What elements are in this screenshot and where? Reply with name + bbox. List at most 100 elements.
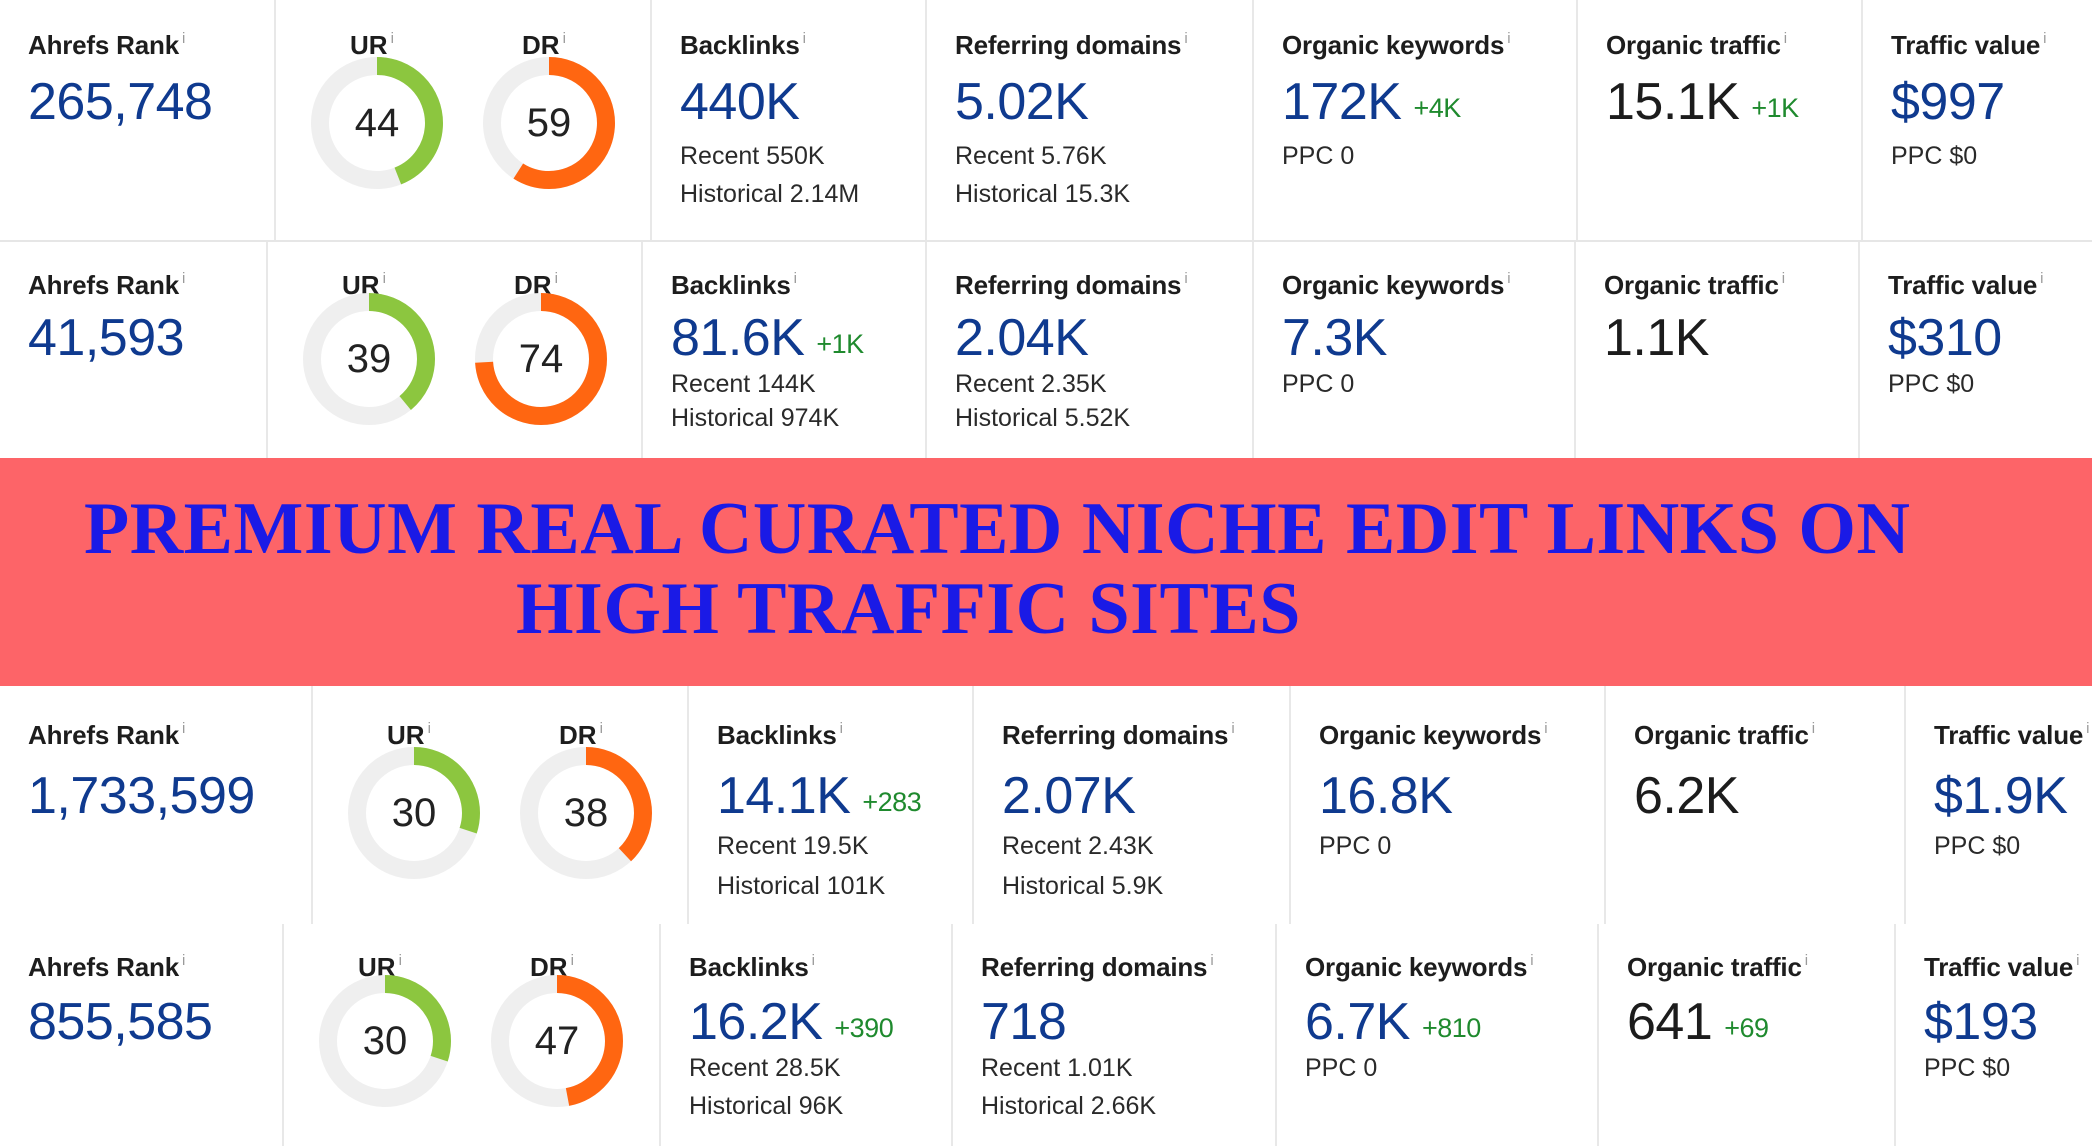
ahrefs-rank-cell — [0, 924, 284, 1146]
info-icon[interactable]: i — [398, 952, 402, 969]
promo-banner: PREMIUM REAL CURATED NICHE EDIT LINKS ON… — [0, 458, 2092, 686]
info-icon[interactable]: i — [1210, 952, 1214, 969]
backlinks: 440K — [680, 76, 800, 128]
dr-gauge-ring — [491, 975, 623, 1107]
referring-domains-recent: Recent 2.43K — [1002, 832, 1154, 860]
backlinks-cell — [689, 686, 974, 924]
dr-gauge-ring — [520, 747, 652, 879]
ur-label: UR i — [387, 720, 431, 751]
ahrefs-rank: 855,585 — [28, 996, 213, 1048]
ahrefs-rank-value: 265,748 — [28, 73, 213, 131]
referring-domains-label: Referring domains i — [981, 952, 1214, 983]
ur-gauge-ring — [319, 975, 451, 1107]
info-icon[interactable]: i — [181, 270, 186, 287]
backlinks-cell — [661, 924, 953, 1146]
dr-gauge-ring — [483, 57, 615, 189]
ahrefs-rank-label: Ahrefs Rank i — [28, 720, 185, 751]
organic-traffic-cell — [1599, 924, 1896, 1146]
referring-domains-label: Referring domains i — [1002, 720, 1235, 751]
info-icon[interactable]: i — [811, 952, 815, 969]
info-icon[interactable]: i — [2043, 30, 2047, 47]
ur-gauge-fill — [303, 293, 435, 425]
ahrefs-rank: 265,748 — [28, 73, 213, 131]
backlinks-delta: +390 — [834, 1013, 894, 1043]
ahrefs-rank-label-text: Ahrefs Rank — [28, 30, 179, 60]
traffic-value-label: Traffic value i — [1888, 270, 2043, 301]
info-icon[interactable]: i — [1530, 952, 1534, 969]
ur-gauge-ring — [311, 57, 443, 189]
info-icon[interactable]: i — [570, 952, 574, 969]
organic-keywords-ppc: PPC 0 — [1305, 1054, 1378, 1082]
ur-score: 30 — [391, 790, 437, 835]
organic-keywords-label: Organic keywords i — [1282, 270, 1511, 301]
organic-traffic-value: 1.1K — [1604, 309, 1709, 367]
info-icon[interactable]: i — [382, 270, 386, 287]
info-icon[interactable]: i — [181, 952, 186, 969]
info-icon[interactable]: i — [1184, 30, 1188, 47]
traffic-value-ppc: PPC $0 — [1934, 832, 2021, 860]
backlinks-value: 81.6K — [671, 309, 805, 367]
backlinks-label: Backlinks i — [717, 720, 843, 751]
organic-keywords-label-text: Organic keywords — [1305, 952, 1528, 982]
backlinks-recent: Recent 550K — [680, 142, 825, 170]
info-icon[interactable]: i — [1184, 270, 1188, 287]
organic-traffic-cell — [1578, 0, 1863, 240]
organic-keywords-cell — [1291, 686, 1606, 924]
organic-traffic-value: 641 — [1627, 993, 1713, 1051]
organic-keywords-label: Organic keywords i — [1319, 720, 1548, 751]
traffic-value: $310 — [1888, 312, 2002, 364]
traffic-value-label: Traffic value i — [1934, 720, 2089, 751]
traffic-value-label-text: Traffic value — [1891, 30, 2041, 60]
info-icon[interactable]: i — [390, 30, 394, 47]
traffic-value-label-text: Traffic value — [1934, 720, 2084, 750]
info-icon[interactable]: i — [1811, 720, 1815, 737]
organic-traffic-label: Organic traffic i — [1604, 270, 1785, 301]
info-icon[interactable]: i — [1507, 270, 1511, 287]
referring-domains-value: 718 — [981, 993, 1067, 1051]
organic-traffic-value: 6.2K — [1634, 767, 1739, 825]
info-icon[interactable]: i — [793, 270, 797, 287]
info-icon[interactable]: i — [2086, 720, 2090, 737]
ur-gauge: 39 — [296, 286, 442, 432]
referring-domains-recent: Recent 2.35K — [955, 370, 1107, 398]
info-icon[interactable]: i — [2076, 952, 2080, 969]
info-icon[interactable]: i — [1544, 720, 1548, 737]
info-icon[interactable]: i — [1804, 952, 1808, 969]
info-icon[interactable]: i — [562, 30, 566, 47]
banner-headline-line1: PREMIUM REAL CURATED NICHE EDIT LINKS ON — [84, 488, 1911, 570]
info-icon[interactable]: i — [427, 720, 431, 737]
ahrefs-rank-cell — [0, 242, 268, 458]
backlinks-cell — [643, 242, 927, 458]
backlinks: 81.6K +1K — [671, 312, 864, 364]
ur-gauge-ring — [303, 293, 435, 425]
traffic-value-label-text: Traffic value — [1888, 270, 2038, 300]
row-divider — [0, 240, 2092, 242]
ahrefs-rank-value: 1,733,599 — [28, 767, 255, 825]
organic-keywords-ppc: PPC 0 — [1282, 370, 1355, 398]
organic-traffic-label-text: Organic traffic — [1627, 952, 1802, 982]
info-icon[interactable]: i — [1783, 30, 1787, 47]
info-icon[interactable]: i — [839, 720, 843, 737]
dr-gauge-fill — [475, 293, 607, 425]
info-icon[interactable]: i — [181, 720, 186, 737]
info-icon[interactable]: i — [181, 30, 186, 47]
backlinks-label: Backlinks i — [689, 952, 815, 983]
organic-keywords: 6.7K +810 — [1305, 996, 1481, 1048]
ur-gauge-fill — [311, 57, 443, 189]
info-icon[interactable]: i — [1231, 720, 1235, 737]
organic-traffic: 641 +69 — [1627, 996, 1769, 1048]
ahrefs-rank-cell — [0, 686, 313, 924]
ahrefs-rank: 41,593 — [28, 309, 185, 367]
info-icon[interactable]: i — [2040, 270, 2044, 287]
ahrefs-rank-value: 41,593 — [28, 309, 185, 367]
info-icon[interactable]: i — [1507, 30, 1511, 47]
info-icon[interactable]: i — [1781, 270, 1785, 287]
traffic-value-label-text: Traffic value — [1924, 952, 2074, 982]
backlinks-label: Backlinks i — [671, 270, 797, 301]
organic-traffic: 15.1K +1K — [1606, 76, 1799, 128]
referring-domains: 2.07K — [1002, 770, 1136, 822]
info-icon[interactable]: i — [802, 30, 806, 47]
info-icon[interactable]: i — [554, 270, 558, 287]
info-icon[interactable]: i — [599, 720, 603, 737]
ur-gauge-ring — [348, 747, 480, 879]
